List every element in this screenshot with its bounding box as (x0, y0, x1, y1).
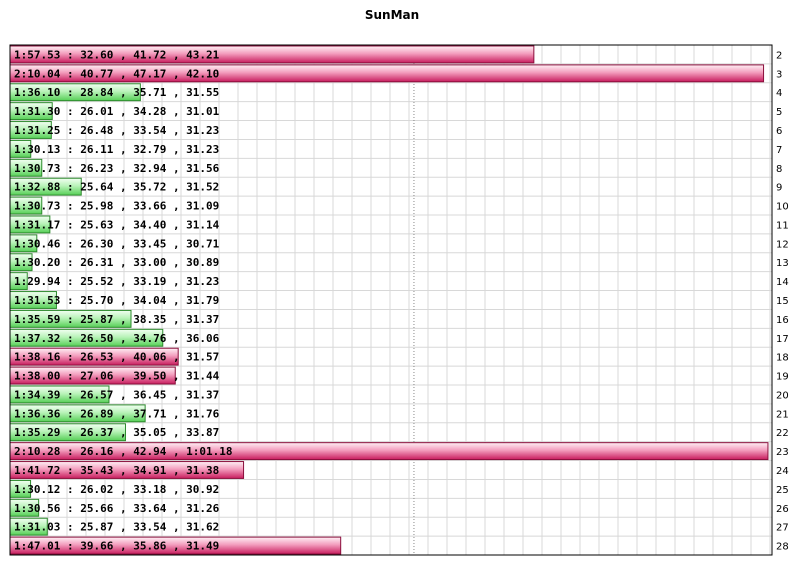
bar-label: 1:30.73 : 26.23 , 32.94 , 31.56 (14, 162, 220, 175)
lap-number-label: 3 (776, 69, 782, 80)
bar-label: 1:57.53 : 32.60 , 41.72 , 43.21 (14, 48, 220, 61)
lap-number-label: 25 (776, 485, 789, 496)
bar-label: 1:38.16 : 26.53 , 40.06 , 31.57 (14, 351, 219, 364)
lap-number-label: 4 (776, 88, 782, 99)
lap-number-label: 18 (776, 353, 789, 364)
bar-label: 1:47.01 : 39.66 , 35.86 , 31.49 (14, 540, 219, 553)
bar-label: 1:32.88 : 25.64 , 35.72 , 31.52 (14, 181, 219, 194)
lap-number-label: 19 (776, 372, 789, 383)
bar-label: 2:10.04 : 40.77 , 47.17 , 42.10 (14, 67, 219, 80)
plot-border (9, 44, 773, 556)
bar-label: 1:30.56 : 25.66 , 33.64 , 31.26 (14, 502, 220, 515)
bar-label: 1:30.73 : 25.98 , 33.66 , 31.09 (14, 200, 219, 213)
lap-number-label: 14 (776, 277, 789, 288)
bar-label: 1:41.72 : 35.43 , 34.91 , 31.38 (14, 464, 219, 477)
bar-label: 1:29.94 : 25.52 , 33.19 , 31.23 (14, 275, 219, 288)
bar-label: 1:37.32 : 26.50 , 34.76 , 36.06 (14, 332, 220, 345)
bar-label: 1:31.17 : 25.63 , 34.40 , 31.14 (14, 218, 220, 231)
bar-label: 2:10.28 : 26.16 , 42.94 , 1:01.18 (14, 445, 233, 458)
lap-number-label: 7 (776, 145, 782, 156)
lap-number-label: 26 (776, 504, 789, 515)
chart-title: SunMan (364, 8, 420, 22)
bar-label: 1:31.53 : 25.70 , 34.04 , 31.79 (14, 294, 219, 307)
lap-number-label: 10 (776, 202, 789, 213)
lap-number-label: 12 (776, 239, 789, 250)
bar-label: 1:31.25 : 26.48 , 33.54 , 31.23 (14, 124, 219, 137)
bar-label: 1:31.30 : 26.01 , 34.28 , 31.01 (14, 105, 220, 118)
lap-number-label: 6 (776, 126, 782, 137)
lap-number-label: 22 (776, 428, 789, 439)
lap-number-label: 15 (776, 296, 789, 307)
lap-number-label: 21 (776, 409, 789, 420)
lap-number-label: 27 (776, 523, 789, 534)
bar-label: 1:30.12 : 26.02 , 33.18 , 30.92 (14, 483, 219, 496)
lap-number-label: 2 (776, 50, 782, 61)
bar-label: 1:31.03 : 25.87 , 33.54 , 31.62 (14, 521, 219, 534)
lap-number-label: 13 (776, 258, 789, 269)
lap-number-label: 17 (776, 334, 789, 345)
bar-label: 1:35.59 : 25.87 , 38.35 , 31.37 (14, 313, 219, 326)
lap-number-label: 20 (776, 390, 789, 401)
bar-label: 1:35.29 : 26.37 , 35.05 , 33.87 (14, 426, 219, 439)
lap-number-label: 16 (776, 315, 789, 326)
lap-number-label: 11 (776, 220, 789, 231)
bar-label: 1:38.00 : 27.06 , 39.50 , 31.44 (14, 370, 220, 383)
bar-label: 1:36.36 : 26.89 , 37.71 , 31.76 (14, 407, 220, 420)
bar-label: 1:30.20 : 26.31 , 33.00 , 30.89 (14, 256, 219, 269)
lap-number-label: 5 (776, 107, 782, 118)
bar-label: 1:30.46 : 26.30 , 33.45 , 30.71 (14, 237, 220, 250)
lap-number-label: 23 (776, 447, 789, 458)
lap-number-label: 8 (776, 164, 782, 175)
lap-number-label: 9 (776, 183, 782, 194)
bar-label: 1:34.39 : 26.57 , 36.45 , 31.37 (14, 388, 219, 401)
bar-label: 1:36.10 : 28.84 , 35.71 , 31.55 (14, 86, 219, 99)
lap-number-label: 28 (776, 542, 789, 553)
bar-label: 1:30.13 : 26.11 , 32.79 , 31.23 (14, 143, 219, 156)
lap-number-label: 24 (776, 466, 789, 477)
chart-labels: 1:57.53 : 32.60 , 41.72 , 43.21 2 2:10.04 … (9, 44, 789, 556)
